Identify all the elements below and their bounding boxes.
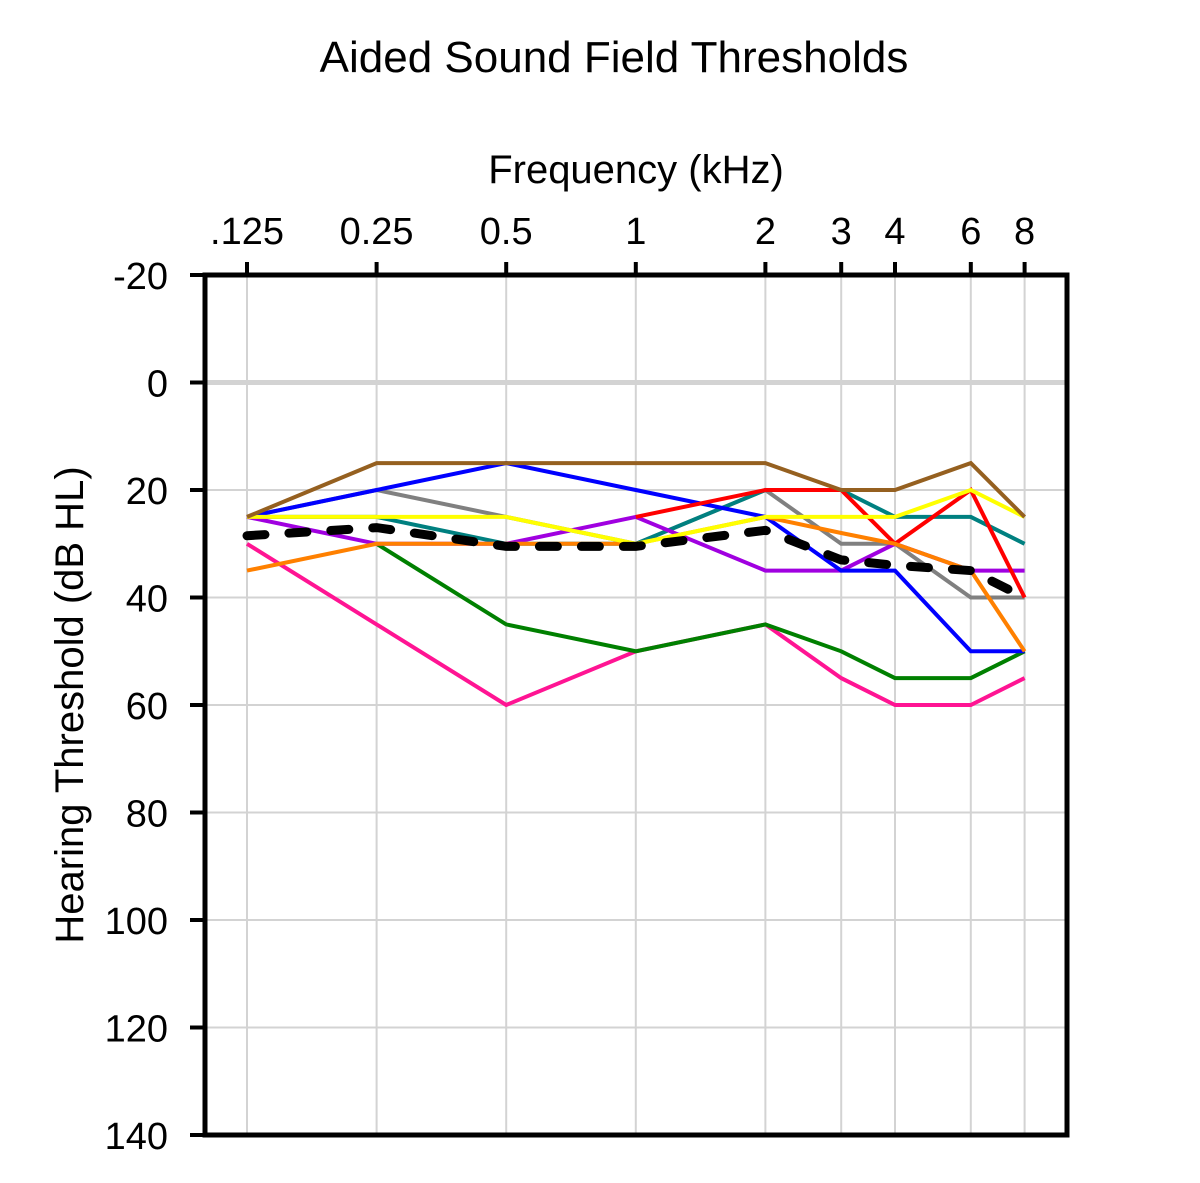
x-axis-label: Frequency (kHz) [488, 148, 784, 192]
y-tick-label: 60 [126, 686, 168, 728]
series-line-mean [242, 523, 1030, 602]
y-tick-label: 120 [105, 1009, 168, 1051]
plot-frame [202, 272, 1070, 1138]
x-tick-label: 1 [625, 211, 646, 253]
series-line-green [375, 542, 1026, 681]
y-tick-label: 20 [126, 471, 168, 513]
series-line-red [635, 487, 1027, 599]
y-axis-label: Hearing Threshold (dB HL) [48, 466, 92, 943]
x-tick-label: 8 [1014, 211, 1035, 253]
chart-title: Aided Sound Field Thresholds [320, 33, 909, 82]
series-group [242, 460, 1030, 708]
series-line-yellow [247, 487, 1026, 546]
y-tick-label: -20 [113, 256, 168, 298]
series-line-brown [246, 460, 1027, 519]
y-tick-label: 0 [147, 364, 168, 406]
y-tick-label: 100 [105, 901, 168, 943]
y-tick-label: 40 [126, 579, 168, 621]
x-tick-label: 0.5 [480, 211, 533, 253]
x-tick-label: .125 [210, 211, 284, 253]
x-tick-label: 4 [884, 211, 905, 253]
y-tick-label: 80 [126, 794, 168, 836]
x-tick-label: 3 [831, 211, 852, 253]
x-tick-label: 0.25 [340, 211, 414, 253]
x-tick-label: 6 [960, 211, 981, 253]
y-tick-label: 140 [105, 1116, 168, 1158]
x-tick-label: 2 [755, 211, 776, 253]
